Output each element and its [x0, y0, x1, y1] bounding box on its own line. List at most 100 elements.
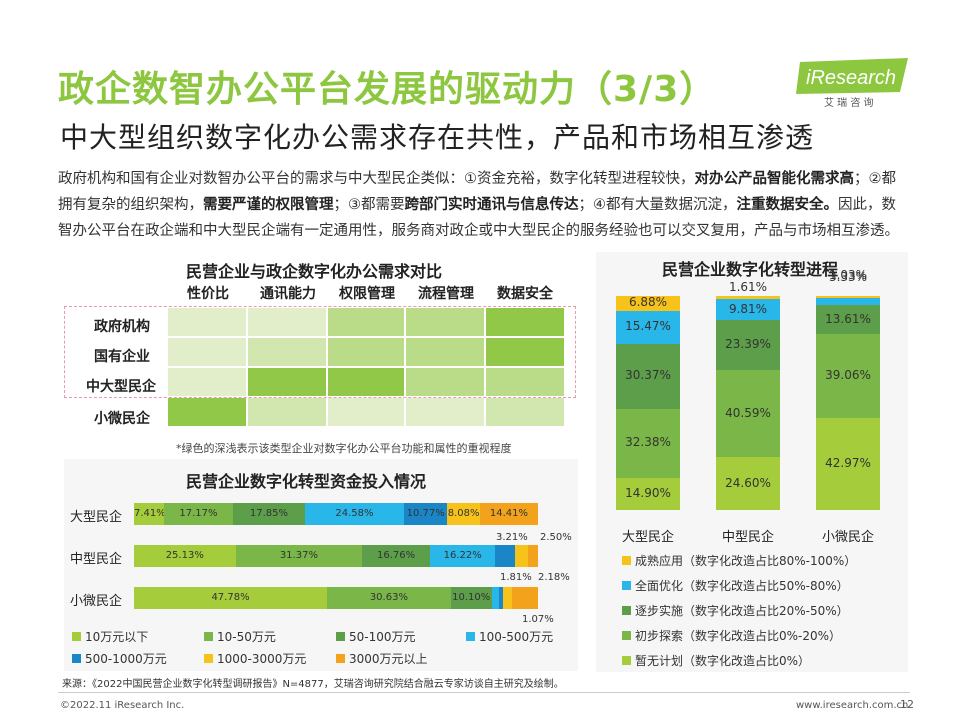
bar-value-label: 30.37% — [625, 368, 671, 383]
category-label: 小微民企 — [821, 530, 874, 545]
bar-value-label: 16.76% — [377, 550, 416, 561]
legend-swatch — [622, 556, 631, 565]
legend-item: 暂无计划（数字化改造占比0%） — [622, 652, 810, 669]
legend-item: 100-500万元 — [466, 628, 553, 645]
bar-segment — [512, 587, 538, 609]
bar-segment — [134, 545, 236, 567]
logo-subtext: 艾 瑞 咨 询 — [824, 96, 874, 109]
heatmap-col-3: 流程管理 — [418, 286, 474, 302]
bar-segment — [479, 503, 538, 525]
bar-segment — [816, 418, 880, 510]
legend-label: 50-100万元 — [349, 630, 416, 644]
bar-value-label: 40.59% — [725, 405, 771, 420]
legend-label: 1000-3000万元 — [217, 652, 307, 666]
legend-item: 成熟应用（数字化改造占比80%-100%） — [622, 552, 856, 569]
bar-segment — [235, 545, 363, 567]
heatmap-cell — [168, 338, 246, 366]
bar-outside-value-label: 1.07% — [522, 614, 554, 625]
bar-value-label: 16.22% — [443, 550, 482, 561]
bar-value-label: 8.08% — [447, 508, 480, 519]
bar-value-label: 15.47% — [625, 319, 671, 334]
bar-value-label: 1.61% — [728, 280, 768, 294]
bar-value-label: 13.61% — [825, 311, 871, 326]
logo-text: iResearch — [806, 67, 896, 89]
bar-outside-value-label: 2.50% — [540, 532, 572, 543]
bar-value-label: 23.39% — [725, 337, 771, 352]
bar-value-label: 24.60% — [725, 475, 771, 490]
intro-text-4: ；④都有大量数据沉淀， — [578, 197, 737, 213]
bar-segment — [498, 587, 504, 609]
bar-segment — [616, 478, 680, 510]
legend-item: 10-50万元 — [204, 628, 276, 645]
heatmap-cell — [168, 398, 246, 426]
bar-value-label: 47.78% — [211, 592, 250, 603]
bar-value-label: 30.63% — [369, 592, 408, 603]
bar-outside-value-label: 2.18% — [538, 572, 570, 583]
heatmap-row-2: 中大型民企 — [86, 379, 156, 395]
legend-swatch — [336, 632, 345, 641]
bar-segment — [616, 408, 680, 479]
legend-label: 成熟应用（数字化改造占比80%-100%） — [635, 554, 857, 568]
bar-segment — [616, 343, 680, 409]
bar-value-label: 32.38% — [625, 435, 671, 450]
intro-bold-2: 需要严谨的权限管理 — [203, 197, 334, 213]
bar-value-label: 9.81% — [728, 301, 768, 316]
legend-label: 暂无计划（数字化改造占比0%） — [635, 654, 811, 668]
heatmap-note: *绿色的深浅表示该类型企业对数字化办公平台功能和属性的重视程度 — [176, 442, 512, 455]
heatmap-col-2: 权限管理 — [339, 286, 395, 302]
heatmap-cell — [486, 338, 564, 366]
legend-swatch — [204, 654, 213, 663]
legend-label: 3000万元以上 — [349, 652, 428, 666]
bar-outside-value-label: 3.21% — [496, 532, 528, 543]
legend-swatch — [72, 654, 81, 663]
bar-segment — [816, 298, 880, 306]
bar-value-label: 1.03% — [828, 268, 868, 282]
heatmap-cell — [406, 368, 484, 396]
heatmap-highlight-box — [64, 306, 576, 398]
bar-segment — [233, 503, 305, 525]
heatmap-cell — [406, 308, 484, 336]
bar-segment — [816, 334, 880, 419]
legend-item: 1000-3000万元 — [204, 650, 306, 667]
progress-chart-title: 民营企业数字化转型进程 — [662, 260, 839, 279]
heatmap-cell — [328, 338, 404, 366]
bar-value-label: 3.33% — [828, 270, 868, 285]
intro-text-5: 因此，数智办公平台在政企端和中大型民企端有一定通用性，服务商对政企或中大型民企的… — [58, 197, 899, 239]
bar-value-label: 39.06% — [825, 368, 871, 383]
bar-value-label: 6.88% — [628, 295, 668, 310]
intro-paragraph: 政府机构和国有企业对数智办公平台的需求与中大型民企类似：①资金充裕，数字化转型进… — [58, 166, 910, 244]
heatmap-col-1: 通讯能力 — [260, 286, 316, 302]
legend-label: 10万元以下 — [85, 630, 149, 644]
bar-value-label: 17.85% — [249, 508, 289, 519]
heatmap-cell — [328, 398, 404, 426]
category-label: 中型民企 — [721, 530, 774, 545]
bar-value-label: 25.13% — [165, 550, 204, 561]
intro-text-1: 政府机构和国有企业对数智办公平台的需求与中大型民企类似：①资金充裕，数字化转型进… — [58, 171, 695, 187]
legend-swatch — [622, 581, 631, 590]
bar-segment — [429, 545, 496, 567]
heatmap-col-0: 性价比 — [187, 286, 229, 302]
legend-swatch — [466, 632, 475, 641]
category-label: 小微民企 — [70, 594, 123, 609]
bar-outside-value-label: 1.81% — [500, 572, 532, 583]
heatmap-cell — [486, 368, 564, 396]
legend-label: 全面优化（数字化改造占比50%-80%） — [635, 579, 849, 593]
bar-segment — [134, 587, 328, 609]
website-link[interactable]: www.iresearch.com.cn — [796, 700, 909, 711]
legend-item: 10万元以下 — [72, 628, 148, 645]
legend-label: 10-50万元 — [217, 630, 276, 644]
heatmap-cell — [328, 308, 404, 336]
bar-segment — [304, 503, 404, 525]
bar-value-label: 14.90% — [625, 486, 671, 501]
intro-bold-4: 注重数据安全。 — [736, 197, 839, 213]
bar-value-label: 10.77% — [406, 508, 445, 519]
legend-label: 初步探索（数字化改造占比0%-20%） — [635, 629, 842, 643]
heatmap-row-1: 国有企业 — [94, 349, 150, 365]
heatmap-cell — [406, 338, 484, 366]
legend-item: 3000万元以上 — [336, 650, 428, 667]
bar-segment — [491, 587, 499, 609]
legend-item: 逐步实施（数字化改造占比20%-50%） — [622, 602, 849, 619]
heatmap-cell — [486, 398, 564, 426]
heatmap-cell — [486, 308, 564, 336]
bar-value-label: 7.41% — [134, 508, 166, 519]
